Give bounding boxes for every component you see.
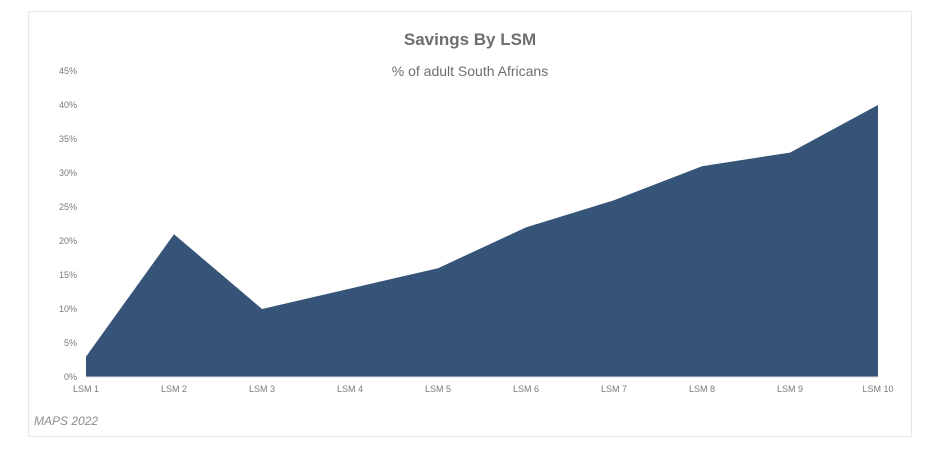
x-tick-label: LSM 7 [601, 384, 627, 394]
x-tick-label: LSM 5 [425, 384, 451, 394]
chart-subtitle: % of adult South Africans [391, 63, 549, 79]
x-tick-label: LSM 9 [777, 384, 803, 394]
source-note: MAPS 2022 [34, 414, 99, 428]
y-tick-label: 40% [59, 100, 77, 110]
x-tick-label: LSM 8 [689, 384, 715, 394]
y-tick-label: 5% [64, 338, 77, 348]
y-tick-label: 25% [59, 202, 77, 212]
y-tick-label: 35% [59, 134, 77, 144]
savings-area-series [86, 105, 878, 377]
y-tick-label: 10% [59, 304, 77, 314]
y-tick-label: 0% [64, 372, 77, 382]
y-tick-label: 20% [59, 236, 77, 246]
chart-title: Savings By LSM [403, 30, 537, 49]
y-tick-label: 15% [59, 270, 77, 280]
x-tick-label: LSM 3 [249, 384, 275, 394]
x-tick-label: LSM 10 [862, 384, 893, 394]
x-tick-label: LSM 2 [161, 384, 187, 394]
y-tick-label: 45% [59, 66, 77, 76]
x-tick-label: LSM 1 [73, 384, 99, 394]
y-tick-label: 30% [59, 168, 77, 178]
x-tick-label: LSM 6 [513, 384, 539, 394]
x-tick-label: LSM 4 [337, 384, 363, 394]
